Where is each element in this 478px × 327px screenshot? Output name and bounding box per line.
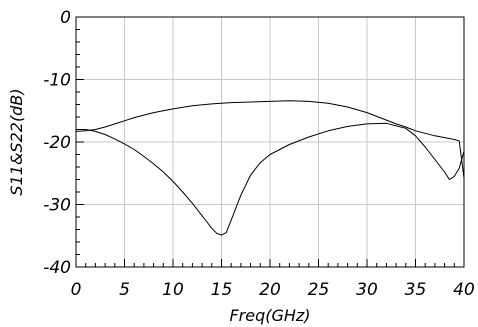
x-tick-label: 0 [71,280,82,300]
y-tick-label: -10 [43,71,71,91]
series-line-2 [75,100,465,179]
x-tick-label: 10 [162,280,184,300]
series-lines [75,100,465,236]
x-tick-label: 25 [308,280,330,300]
x-tick-label: 20 [259,280,281,300]
grid-lines [76,17,464,267]
x-axis-title: Freq(GHz) [229,306,310,325]
x-tick-label: 30 [356,280,378,300]
y-tick-label: 0 [60,8,71,28]
x-tick-label: 5 [119,280,130,300]
tick-labels: 0 5 10 15 20 25 30 35 40 0 -10 -20 -30 -40 [43,8,475,300]
y-tick-label: -30 [43,196,71,216]
x-tick-label: 40 [453,280,475,300]
axis-ticks [75,16,465,268]
x-tick-label: 35 [405,280,427,300]
x-tick-label: 15 [211,280,233,300]
y-tick-label: -20 [43,133,71,153]
y-axis-title: S11&S22(dB) [7,88,26,195]
series-line-1 [76,122,465,236]
y-tick-label: -40 [43,258,71,278]
